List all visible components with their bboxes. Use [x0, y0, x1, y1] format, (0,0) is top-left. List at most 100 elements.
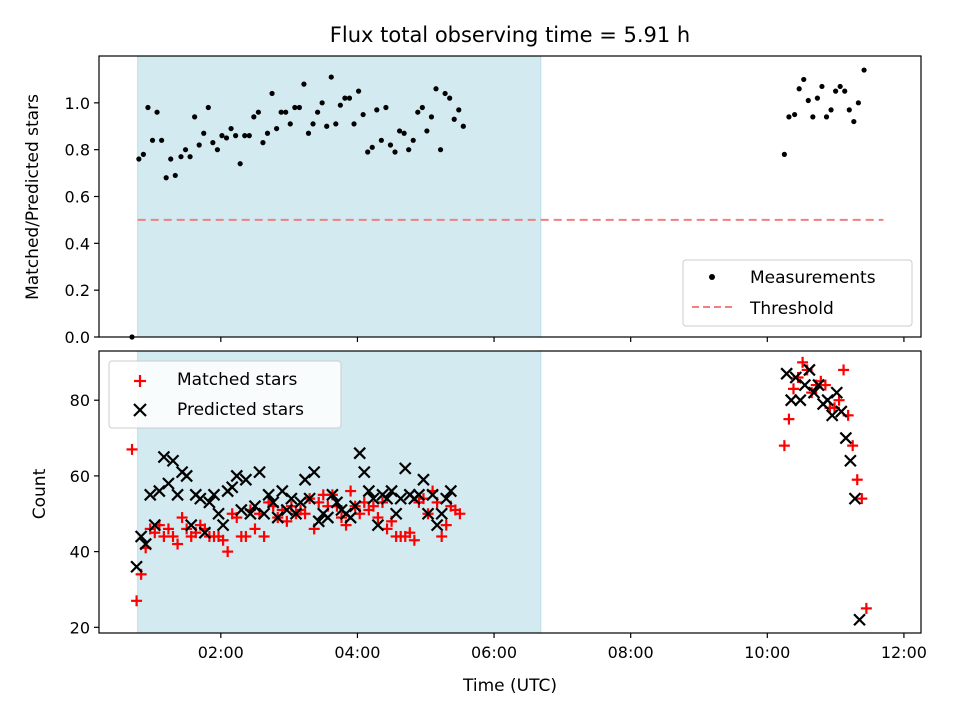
measurement-point: [140, 151, 147, 157]
predicted-star-point: [134, 530, 148, 543]
predicted-star-point: [380, 492, 394, 505]
predicted-star-point: [198, 526, 212, 539]
bottom-y-tick-label: 60: [70, 467, 90, 486]
measurement-point: [855, 100, 861, 106]
measurement-point: [187, 154, 193, 160]
bottom-y-axis-label: Count: [30, 468, 50, 519]
top-y-axis-label: Matched/Predicted stars: [23, 94, 43, 300]
matched-star-point: [838, 364, 850, 376]
top-y-tick-label: 0.4: [65, 234, 90, 253]
measurement-point: [851, 118, 857, 125]
matched-star-point: [381, 523, 393, 535]
measurement-point: [292, 104, 298, 111]
matched-star-point: [258, 530, 270, 542]
measurement-point: [251, 114, 257, 120]
matched-star-point: [860, 602, 872, 614]
measurement-point: [433, 86, 439, 92]
matched-star-point: [281, 515, 293, 527]
x-tick-label: 10:00: [744, 643, 790, 662]
predicted-star-point: [230, 469, 244, 483]
legend-matched-label: Matched stars: [177, 370, 297, 390]
predicted-star-point: [803, 363, 816, 377]
matched-star-point: [819, 379, 831, 391]
predicted-star-point: [830, 386, 844, 399]
predicted-star-point: [239, 473, 253, 486]
measurement-point: [255, 109, 261, 115]
top-shaded-interval: [137, 55, 542, 338]
measurement-point: [805, 97, 811, 104]
legend-matched-marker: [134, 375, 146, 387]
measurement-point: [392, 149, 398, 155]
matched-star-point: [176, 512, 188, 524]
bottom-y-tick-label: 20: [70, 618, 90, 637]
matched-star-point: [162, 523, 174, 535]
measurement-point: [296, 104, 302, 111]
predicted-star-point: [307, 465, 321, 479]
measurement-point: [319, 100, 325, 106]
predicted-star-point: [807, 386, 821, 399]
predicted-star-point: [244, 507, 257, 521]
matched-star-point: [358, 496, 370, 508]
predicted-star-point: [294, 496, 307, 509]
measurement-point: [846, 107, 852, 113]
measurement-point: [401, 130, 407, 136]
predicted-star-point: [303, 492, 316, 505]
measurement-point: [182, 147, 189, 153]
predicted-star-point: [330, 496, 344, 509]
measurement-point: [163, 175, 169, 181]
measurement-point: [456, 107, 462, 113]
top-y-tick-label: 1.0: [65, 94, 90, 113]
predicted-star-point: [143, 488, 157, 502]
predicted-star-point: [430, 518, 444, 532]
matched-star-point: [847, 440, 859, 452]
predicted-star-point: [262, 488, 275, 502]
predicted-star-point: [203, 496, 216, 509]
measurement-point: [246, 133, 252, 139]
predicted-star-point: [326, 488, 339, 502]
measurement-point: [205, 104, 211, 111]
predicted-star-point: [285, 492, 298, 505]
measurement-point: [346, 95, 353, 101]
predicted-star-point: [157, 450, 171, 464]
measurement-point: [842, 88, 848, 94]
predicted-star-point: [357, 465, 371, 479]
measurement-point: [159, 137, 165, 143]
legend-measurements-label: Measurements: [750, 268, 876, 288]
measurement-point: [801, 76, 807, 83]
predicted-star-point: [130, 560, 143, 574]
predicted-star-point: [321, 511, 335, 524]
measurement-point: [274, 125, 280, 132]
predicted-star-point: [398, 462, 412, 475]
predicted-star-point: [444, 484, 458, 498]
x-tick-label: 12:00: [881, 643, 927, 662]
measurement-point: [792, 111, 798, 118]
top-axes-frame: [98, 55, 922, 338]
measurement-point: [814, 95, 820, 101]
matched-star-point: [797, 356, 809, 368]
predicted-star-point: [212, 507, 225, 521]
top-legend-box: [682, 259, 913, 327]
measurement-point: [149, 137, 156, 143]
measurement-point: [828, 107, 834, 113]
legend-predicted-marker: [133, 403, 147, 417]
measurement-point: [437, 147, 444, 153]
predicted-star-point: [353, 446, 366, 460]
measurement-point: [210, 140, 216, 146]
measurement-point: [374, 107, 380, 113]
predicted-star-point: [389, 507, 403, 521]
measurement-point: [223, 135, 230, 141]
measurement-point: [861, 67, 867, 73]
predicted-star-point: [266, 496, 280, 509]
measurement-point: [424, 128, 430, 134]
predicted-star-point: [367, 492, 380, 505]
measurement-point: [447, 95, 453, 101]
matched-star-point: [345, 485, 357, 497]
measurement-point: [451, 116, 457, 122]
matched-star-point: [299, 508, 311, 520]
measurement-point: [196, 142, 202, 148]
predicted-star-point: [421, 507, 435, 521]
predicted-star-point: [235, 503, 248, 517]
matched-star-point: [856, 493, 868, 505]
